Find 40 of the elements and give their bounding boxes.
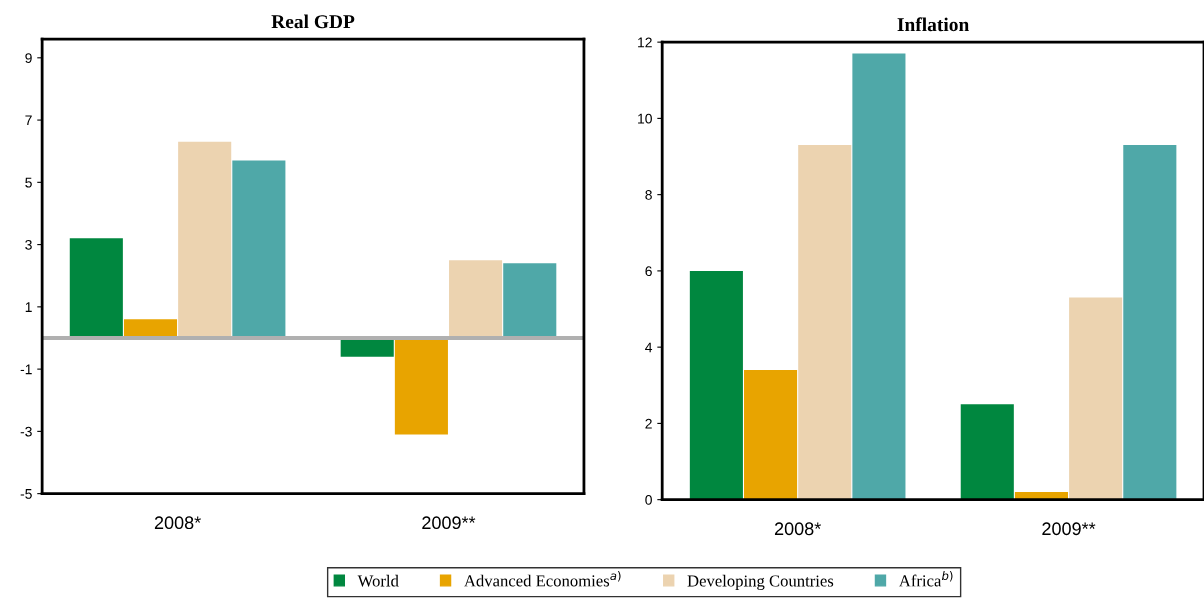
bar [689, 270, 743, 500]
legend-label: World [357, 574, 399, 587]
bar [503, 263, 557, 338]
y-tick-label: 1 [25, 302, 32, 312]
legend-label: Developing Countries [687, 574, 834, 591]
chart-title: Inflation [897, 17, 970, 32]
chart-title: Real GDP [271, 14, 355, 29]
y-tick-label: 4 [645, 342, 653, 353]
y-tick-label: 10 [638, 113, 652, 124]
bar [232, 160, 286, 338]
y-tick-label: 6 [645, 266, 652, 277]
legend-label: Africa$^{b)}$ [898, 571, 953, 587]
bar [69, 238, 123, 338]
x-tick-label: 2008* [774, 522, 821, 536]
y-tick-label: -5 [20, 489, 32, 499]
x-tick-label: 2008* [154, 516, 201, 530]
bar [744, 370, 798, 500]
y-tick-label: 7 [25, 115, 32, 126]
bar [449, 260, 503, 338]
y-tick-label: -3 [20, 426, 32, 437]
bar [123, 319, 178, 338]
y-tick-label: 9 [25, 53, 32, 63]
bar [852, 53, 906, 500]
x-tick-label: 2009** [422, 516, 476, 530]
y-tick-label: 2 [645, 418, 652, 429]
bar [960, 404, 1014, 500]
legend-label: Advanced Economies$^{a)}$ [464, 571, 621, 587]
bar [1069, 297, 1123, 500]
bar [1123, 145, 1177, 500]
y-tick-label: 8 [645, 189, 652, 200]
bar [178, 141, 232, 338]
y-tick-label: -1 [20, 364, 32, 375]
y-tick-label: 0 [645, 494, 652, 505]
x-tick-label: 2009** [1042, 522, 1096, 536]
bar [340, 337, 394, 357]
bar [798, 145, 852, 500]
bar [394, 337, 448, 435]
y-tick-label: 12 [638, 37, 652, 48]
y-tick-label: 3 [25, 239, 32, 250]
y-tick-label: 5 [25, 177, 32, 188]
